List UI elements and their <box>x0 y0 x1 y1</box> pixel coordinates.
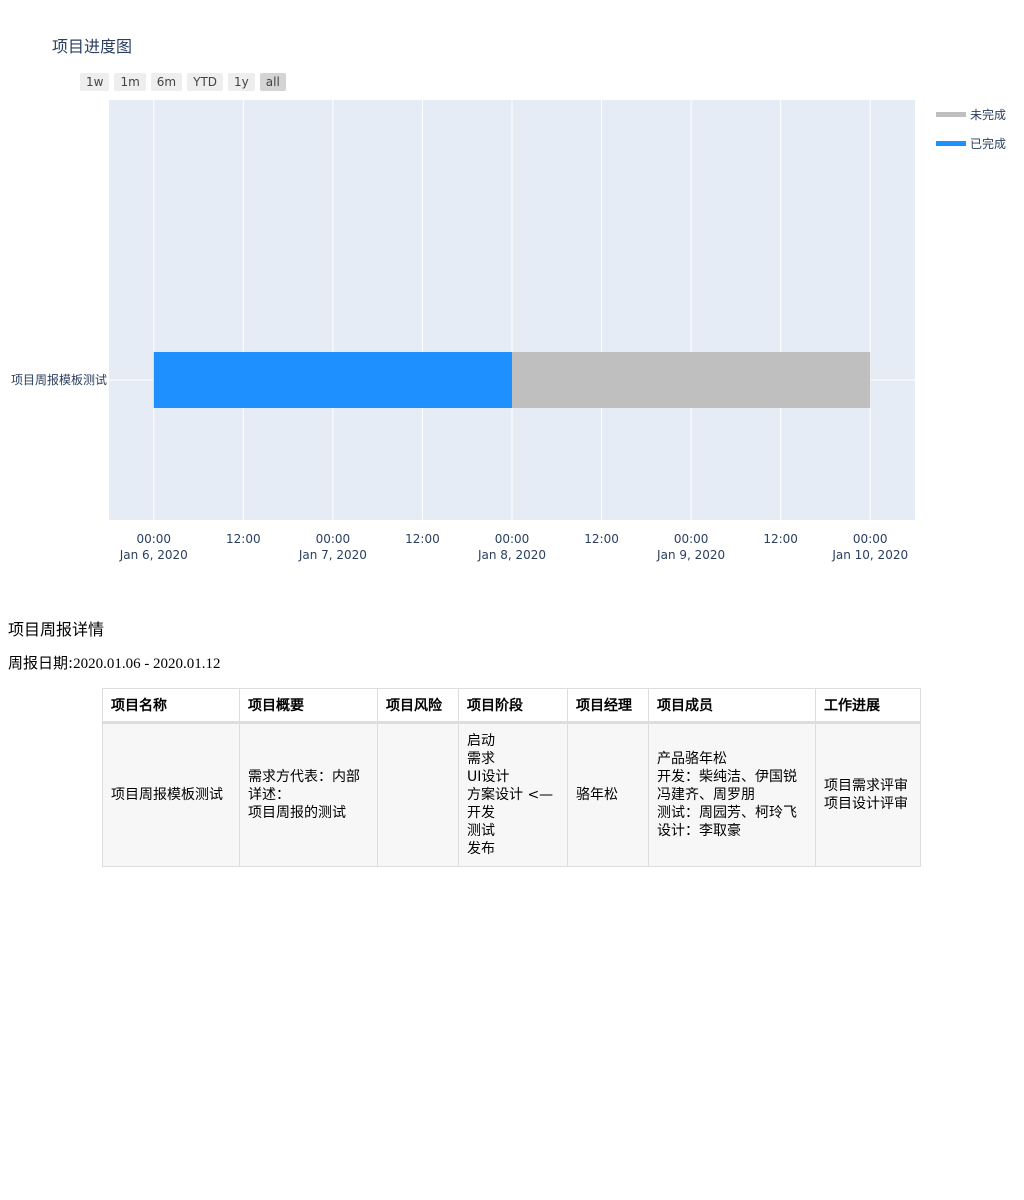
cell-progress: 项目需求评审 项目设计评审 <box>815 722 921 867</box>
section-title: 项目周报详情 <box>8 620 105 639</box>
x-tick-time: 12:00 <box>584 532 619 546</box>
header-manager: 项目经理 <box>567 688 649 724</box>
table-header-row: 项目名称 项目概要 项目风险 项目阶段 项目经理 项目成员 工作进展 <box>102 688 921 724</box>
table-row: 项目周报模板测试 需求方代表：内部 详述： 项目周报的测试 启动 需求 UI设计… <box>102 722 921 867</box>
x-tick-time: 12:00 <box>763 532 798 546</box>
legend-label: 已完成 <box>970 136 1006 151</box>
x-tick-time: 00:00 <box>853 532 888 546</box>
legend-item-finished[interactable]: 已完成 <box>936 136 1006 151</box>
member-line: 产品骆年松 <box>657 751 727 767</box>
x-tick-time: 00:00 <box>316 532 351 546</box>
cell-summary: 需求方代表：内部 详述： 项目周报的测试 <box>239 722 378 867</box>
range-button-6m[interactable]: 6m <box>150 73 183 91</box>
progress-line: 项目设计评审 <box>824 796 908 812</box>
legend: 未完成 已完成 <box>936 107 1006 151</box>
summary-line: 需求方代表：内部 <box>248 769 360 785</box>
member-line: 设计：李取豪 <box>657 823 741 839</box>
gantt-chart: 项目周报模板测试 00:00 Jan 6, 2020 12:00 00:00 Jan 7… <box>11 100 1006 562</box>
progress-line: 项目需求评审 <box>824 778 908 794</box>
y-axis: 项目周报模板测试 <box>11 372 107 387</box>
header-progress: 工作进展 <box>815 688 921 724</box>
stage-line: 测试 <box>467 823 495 839</box>
range-button-1w[interactable]: 1w <box>80 73 110 91</box>
member-line: 冯建齐、周罗朋 <box>657 787 755 803</box>
report-date: 周报日期:2020.01.06 - 2020.01.12 <box>8 652 221 673</box>
x-tick-date: Jan 9, 2020 <box>656 548 725 562</box>
stage-line: 开发 <box>467 805 495 821</box>
chart-title: 项目进度图 <box>52 37 133 56</box>
cell-project-name: 项目周报模板测试 <box>102 722 240 867</box>
x-tick-date: Jan 8, 2020 <box>477 548 546 562</box>
header-members: 项目成员 <box>648 688 816 724</box>
report-date-value: 2020.01.06 - 2020.01.12 <box>73 656 221 672</box>
member-line: 开发：柴纯洁、伊国锐 <box>657 769 797 785</box>
y-tick-label: 项目周报模板测试 <box>11 372 107 387</box>
legend-item-unfinished[interactable]: 未完成 <box>936 107 1006 122</box>
cell-risk <box>377 722 459 867</box>
report-date-label: 周报日期: <box>8 654 74 672</box>
bar-finished[interactable] <box>153 352 512 408</box>
summary-line: 详述： <box>248 787 290 803</box>
cell-manager: 骆年松 <box>567 722 649 867</box>
legend-label: 未完成 <box>970 107 1006 122</box>
x-tick-time: 00:00 <box>136 532 171 546</box>
x-tick-time: 12:00 <box>226 532 261 546</box>
legend-swatch <box>936 141 966 146</box>
stage-line: 发布 <box>467 841 495 857</box>
x-tick-time: 12:00 <box>405 532 440 546</box>
header-project-name: 项目名称 <box>102 688 240 724</box>
bar-unfinished[interactable] <box>512 352 871 408</box>
stage-line: 方案设计 <— <box>467 787 554 803</box>
range-selector: 1w 1m 6m YTD 1y all <box>80 73 286 91</box>
stage-line: UI设计 <box>467 769 510 785</box>
x-axis: 00:00 Jan 6, 2020 12:00 00:00 Jan 7, 2020 12:… <box>119 532 908 562</box>
range-button-ytd[interactable]: YTD <box>187 73 224 91</box>
x-tick-date: Jan 10, 2020 <box>831 548 908 562</box>
cell-stage: 启动 需求 UI设计 方案设计 <— 开发 测试 发布 <box>458 722 568 867</box>
x-tick-time: 00:00 <box>674 532 709 546</box>
header-risk: 项目风险 <box>377 688 459 724</box>
member-line: 测试：周园芳、柯玲飞 <box>657 805 797 821</box>
header-stage: 项目阶段 <box>458 688 568 724</box>
range-button-1y[interactable]: 1y <box>228 73 255 91</box>
range-button-all[interactable]: all <box>259 73 286 91</box>
bars <box>153 352 871 408</box>
report-table: 项目名称 项目概要 项目风险 项目阶段 项目经理 项目成员 工作进展 项目周报模… <box>102 688 921 867</box>
stage-line: 启动 <box>467 733 495 749</box>
x-tick-time: 00:00 <box>495 532 530 546</box>
x-tick-date: Jan 7, 2020 <box>298 548 367 562</box>
x-tick-date: Jan 6, 2020 <box>119 548 188 562</box>
header-summary: 项目概要 <box>239 688 378 724</box>
stage-line: 需求 <box>467 751 495 767</box>
cell-members: 产品骆年松 开发：柴纯洁、伊国锐 冯建齐、周罗朋 测试：周园芳、柯玲飞 设计：李… <box>648 722 816 867</box>
legend-swatch <box>936 112 966 117</box>
summary-line: 项目周报的测试 <box>248 805 346 821</box>
range-button-1m[interactable]: 1m <box>114 73 146 91</box>
